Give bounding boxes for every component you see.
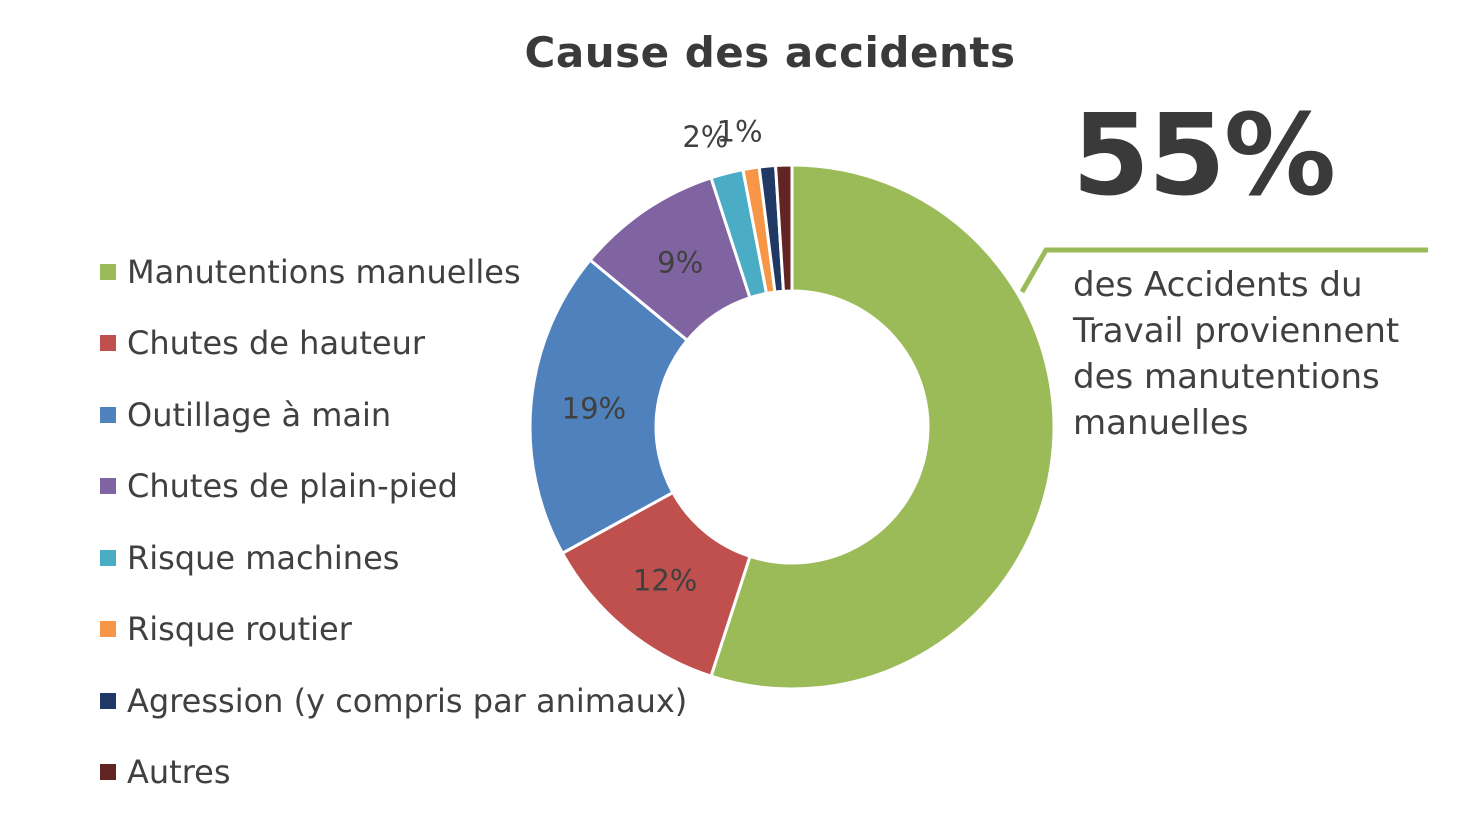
donut-slice-autres (773, 163, 794, 293)
legend-label: Chutes de hauteur (127, 324, 425, 363)
legend-label: Manutentions manuelles (127, 252, 521, 291)
legend-item-autres: Autres (100, 737, 687, 809)
legend-swatch (100, 263, 116, 280)
legend-item-chutes-de-hauteur: Chutes de hauteur (100, 308, 687, 380)
legend-label: Risque machines (127, 538, 400, 577)
legend-swatch (100, 478, 116, 495)
legend-item-outillage-a-main: Outillage à main (100, 379, 687, 451)
legend-swatch (100, 692, 116, 709)
chart-title: Cause des accidents (524, 28, 1016, 77)
legend-label: Outillage à main (127, 395, 392, 434)
legend-swatch (100, 335, 116, 352)
legend-item-agression-y-compris-par-animaux: Agression (y compris par animaux) (100, 665, 687, 737)
legend-label: Autres (127, 753, 231, 792)
legend-item-risque-machines: Risque machines (100, 522, 687, 594)
data-label-chutes-de-hauteur: 12% (633, 563, 697, 597)
callout-connector-line (1019, 247, 1428, 294)
legend-item-risque-routier: Risque routier (100, 594, 687, 666)
data-label-risque-routier: 1% (717, 114, 763, 148)
data-label-chutes-de-plain-pied: 9% (657, 245, 703, 279)
donut-slice-outillage-a-main (528, 257, 690, 556)
legend-swatch (100, 621, 116, 638)
data-label-outillage-a-main: 19% (562, 391, 626, 425)
legend-swatch (100, 549, 116, 566)
legend-label: Agression (y compris par animaux) (127, 681, 688, 720)
legend-item-chutes-de-plain-pied: Chutes de plain-pied (100, 451, 687, 523)
callout-text: des Accidents du Travail proviennent des… (1073, 265, 1400, 443)
callout-percentage: 55% (1072, 91, 1336, 221)
legend-swatch (100, 406, 116, 423)
legend-swatch (100, 764, 116, 781)
legend-item-manutentions-manuelles: Manutentions manuelles (100, 236, 687, 308)
chart-legend: Manutentions manuelles Chutes de hauteur O… (100, 236, 687, 808)
legend-label: Risque routier (127, 610, 352, 649)
donut-slice-manutentions-manuelles (709, 163, 1056, 691)
data-label-risque-machines: 2% (682, 120, 728, 154)
legend-label: Chutes de plain-pied (127, 467, 458, 506)
